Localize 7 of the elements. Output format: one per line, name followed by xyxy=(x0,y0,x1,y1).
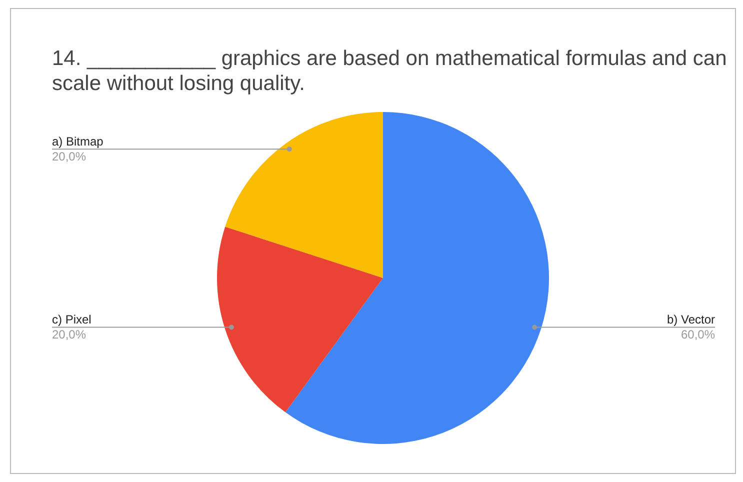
data-label: 20,0% xyxy=(52,149,86,164)
slice-label: c) Pixel xyxy=(52,312,92,327)
data-label: 60,0% xyxy=(680,328,716,342)
data-label: 20,0% xyxy=(52,328,86,342)
slice-label: b) Vector xyxy=(666,312,715,327)
chart-title: 14. ___________ graphics are based on mathematical formulas and can scale without losing quality. xyxy=(52,46,728,96)
slice-label: a) Bitmap xyxy=(52,134,104,148)
